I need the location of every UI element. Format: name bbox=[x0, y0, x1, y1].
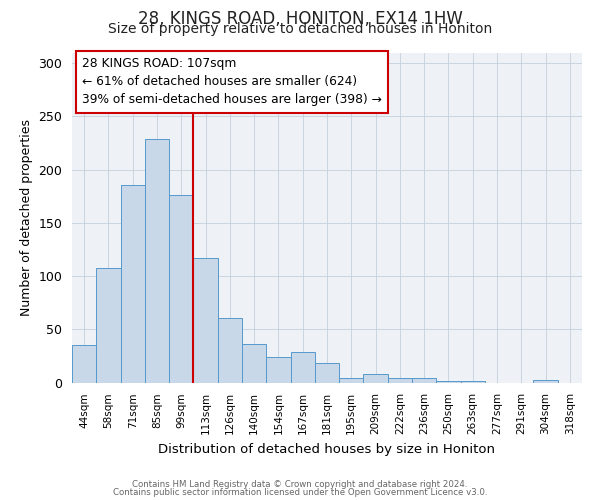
Bar bbox=[96, 268, 121, 382]
Bar bbox=[242, 344, 266, 383]
X-axis label: Distribution of detached houses by size in Honiton: Distribution of detached houses by size … bbox=[158, 442, 496, 456]
Bar bbox=[339, 378, 364, 382]
Bar bbox=[533, 380, 558, 382]
Text: Contains HM Land Registry data © Crown copyright and database right 2024.: Contains HM Land Registry data © Crown c… bbox=[132, 480, 468, 489]
Bar bbox=[169, 195, 193, 382]
Bar bbox=[412, 378, 436, 382]
Bar bbox=[388, 378, 412, 382]
Bar bbox=[290, 352, 315, 382]
Bar bbox=[72, 345, 96, 383]
Bar bbox=[145, 138, 169, 382]
Bar bbox=[121, 184, 145, 382]
Bar bbox=[364, 374, 388, 382]
Bar bbox=[266, 357, 290, 382]
Text: Contains public sector information licensed under the Open Government Licence v3: Contains public sector information licen… bbox=[113, 488, 487, 497]
Text: 28 KINGS ROAD: 107sqm
← 61% of detached houses are smaller (624)
39% of semi-det: 28 KINGS ROAD: 107sqm ← 61% of detached … bbox=[82, 58, 382, 106]
Bar bbox=[315, 364, 339, 382]
Bar bbox=[193, 258, 218, 382]
Y-axis label: Number of detached properties: Number of detached properties bbox=[20, 119, 33, 316]
Text: 28, KINGS ROAD, HONITON, EX14 1HW: 28, KINGS ROAD, HONITON, EX14 1HW bbox=[137, 10, 463, 28]
Text: Size of property relative to detached houses in Honiton: Size of property relative to detached ho… bbox=[108, 22, 492, 36]
Bar bbox=[218, 318, 242, 382]
